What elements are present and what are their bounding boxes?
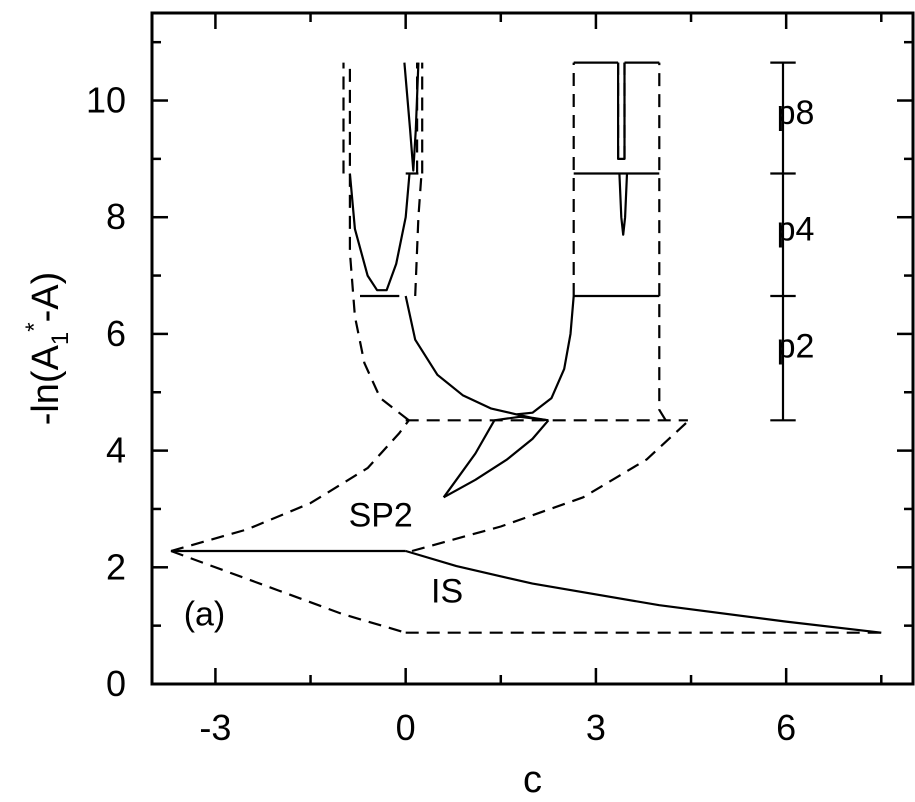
curve-solid-25: [403, 62, 420, 172]
curve-dashed-7: [348, 62, 410, 422]
curves-group: [170, 61, 882, 634]
annotations-group: (a) IS SP2 p8 p4 p2: [184, 94, 815, 634]
curve-dashed-2: [170, 419, 410, 553]
x-tick-label: 3: [586, 707, 606, 748]
y-tick-label: 10: [86, 80, 126, 121]
curve-dashed-3: [170, 549, 407, 634]
y-axis-title-part-a: -ln(A: [25, 344, 67, 425]
curve-solid-1: [405, 549, 882, 634]
curve-solid-18: [442, 419, 496, 498]
y-tick-label: 6: [106, 313, 126, 354]
annotation-label: p8: [777, 94, 815, 132]
y-axis-title-superscript: *: [21, 322, 48, 331]
curve-solid-23: [348, 173, 411, 292]
y-axis-title-subscript: 1: [47, 332, 74, 345]
y-axis-title-part-b: -A): [25, 272, 67, 323]
svg-text:-ln(A1*-A): -ln(A1*-A): [21, 272, 74, 426]
annotation-label: SP2: [349, 496, 413, 534]
annotation-label: p4: [777, 211, 815, 249]
annotation-label: IS: [431, 572, 463, 610]
y-tick-label: 4: [106, 430, 126, 471]
ticks-group: [152, 13, 913, 686]
x-tick-label: -3: [199, 707, 231, 748]
curve-solid-31: [618, 173, 629, 236]
annotation-label: (a): [184, 596, 226, 634]
tick-labels-group: -3 0 3 6 0 2 4 6 8 10: [86, 80, 796, 748]
curve-solid-19: [443, 419, 550, 499]
y-tick-label: 8: [106, 196, 126, 237]
y-axis-title: -ln(A1*-A): [21, 272, 74, 426]
y-tick-label: 2: [106, 546, 126, 587]
curve-solid-30: [617, 62, 626, 160]
curve-solid-16: [404, 295, 575, 416]
y-tick-label: 0: [106, 663, 126, 704]
plot-frame: [150, 11, 915, 686]
curve-dashed-12: [658, 62, 667, 421]
x-tick-label: 0: [396, 707, 416, 748]
curve-solid-20: [494, 415, 549, 422]
x-tick-label: 6: [776, 707, 796, 748]
curve-dashed-9: [414, 173, 423, 297]
annotation-label: p2: [777, 327, 815, 365]
curve-dashed-5: [411, 420, 689, 553]
x-axis-title: c: [523, 759, 542, 801]
